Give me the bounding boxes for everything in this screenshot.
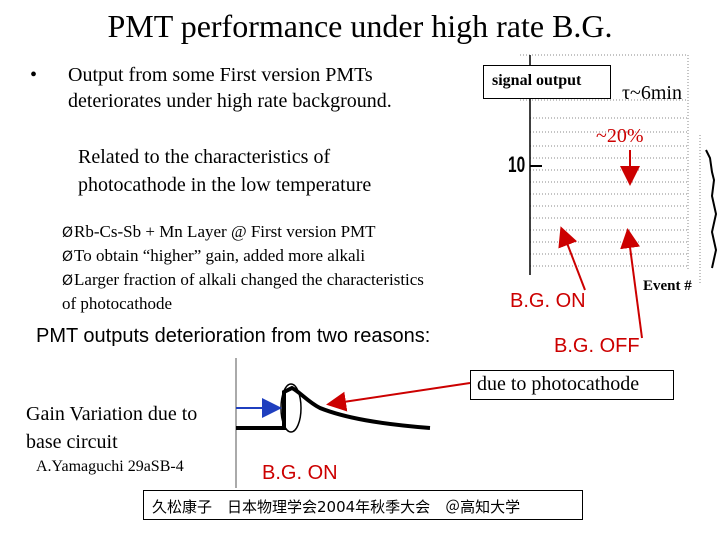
arrow-item-text: To obtain “higher” gain, added more alka… (74, 246, 366, 265)
photocathode-arrow (326, 382, 471, 412)
tau-label: τ~6min (622, 82, 682, 104)
bg-on-label: B.G. ON (510, 290, 586, 312)
bg-off-arrow (620, 228, 643, 339)
signal-trace (705, 149, 718, 269)
percent-label: ~20% (596, 125, 644, 147)
photocathode-label: due to photocathode (477, 373, 640, 395)
arrow-item: ØLarger fraction of alkali changed the c… (62, 270, 424, 290)
signal-label: signal output (492, 72, 582, 89)
arrow-bullet-icon: Ø (62, 249, 74, 265)
signal-label-box (483, 65, 611, 99)
arrow-item-text: Rb-Cs-Sb + Mn Layer @ First version PMT (74, 222, 376, 241)
related-text-line2: photocathode in the low temperature (78, 174, 372, 196)
bullet-marker: • (30, 64, 38, 86)
arrow-bullet-icon: Ø (62, 273, 74, 289)
arrow-item: ØTo obtain “higher” gain, added more alk… (62, 246, 365, 266)
footer-box (143, 490, 583, 520)
bullet-text-line1: Output from some First version PMTs (68, 64, 373, 86)
arrow-item-text: Larger fraction of alkali changed the ch… (74, 270, 424, 289)
footer-text: 久松康子 日本物理学会2004年秋季大会 ＠高知大学 (152, 498, 521, 516)
event-axis-label: Event # (643, 278, 692, 294)
related-text-line1: Related to the characteristics of (78, 146, 331, 168)
gain-variation-line2: base circuit (26, 431, 118, 453)
author-reference: A.Yamaguchi 29aSB-4 (36, 458, 184, 475)
arrow-bullet-icon: Ø (62, 225, 74, 241)
arrow-item: ØRb-Cs-Sb + Mn Layer @ First version PMT (62, 222, 376, 242)
gain-variation-line1: Gain Variation due to (26, 403, 198, 425)
page-title: PMT performance under high rate B.G. (107, 8, 613, 44)
tick-label: 10 (508, 152, 526, 177)
bg-on-arrow (558, 226, 586, 291)
bg-off-label: B.G. OFF (554, 335, 640, 357)
bg-on-bottom-label: B.G. ON (262, 462, 338, 484)
reasons-heading: PMT outputs deterioration from two reaso… (36, 325, 431, 347)
schematic-pulse (236, 385, 431, 430)
plot-grid (520, 54, 689, 270)
photocathode-box (470, 370, 674, 400)
bullet-text-line2: deteriorates under high rate background. (68, 90, 392, 112)
arrow-item-continuation: of photocathode (62, 294, 172, 313)
